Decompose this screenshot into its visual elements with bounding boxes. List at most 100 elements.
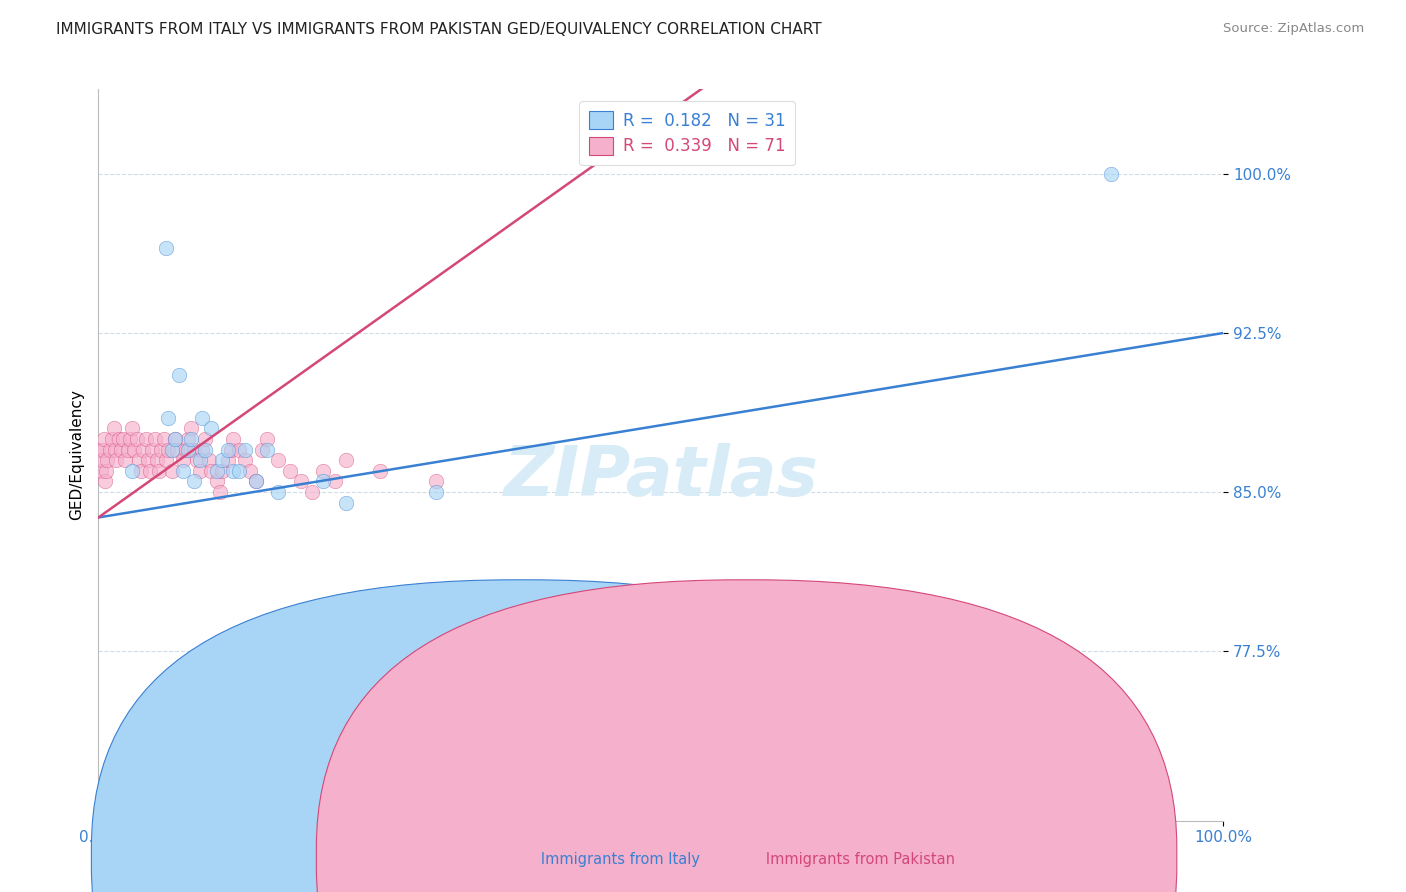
Point xyxy=(160,464,183,478)
Point xyxy=(121,464,143,478)
Point xyxy=(143,432,166,446)
Point xyxy=(163,432,186,446)
Point xyxy=(157,442,180,457)
Point xyxy=(205,475,228,489)
Legend: R =  0.182   N = 31, R =  0.339   N = 71: R = 0.182 N = 31, R = 0.339 N = 71 xyxy=(579,101,796,165)
Point xyxy=(128,453,150,467)
Point xyxy=(135,432,157,446)
Point xyxy=(256,442,278,457)
Point xyxy=(278,464,301,478)
Point xyxy=(107,432,129,446)
Point xyxy=(183,442,205,457)
Point xyxy=(157,410,180,425)
Point xyxy=(222,464,245,478)
Point xyxy=(90,464,112,478)
Point xyxy=(152,432,174,446)
Point xyxy=(155,453,177,467)
Point xyxy=(104,442,127,457)
Point xyxy=(194,442,217,457)
Point xyxy=(93,432,115,446)
Text: ZIPatlas: ZIPatlas xyxy=(503,443,818,510)
Point xyxy=(217,442,239,457)
Point xyxy=(256,432,278,446)
Point xyxy=(87,442,110,457)
Point xyxy=(368,464,391,478)
Point xyxy=(515,633,537,648)
Point xyxy=(191,442,214,457)
Point xyxy=(197,453,219,467)
Point xyxy=(312,464,335,478)
Point xyxy=(150,442,173,457)
Point xyxy=(186,453,208,467)
Point xyxy=(222,432,245,446)
Point xyxy=(250,442,273,457)
Point xyxy=(425,485,447,500)
Point xyxy=(146,453,169,467)
Point xyxy=(205,464,228,478)
Point xyxy=(191,410,214,425)
Point xyxy=(228,464,250,478)
Point xyxy=(174,442,197,457)
Text: IMMIGRANTS FROM ITALY VS IMMIGRANTS FROM PAKISTAN GED/EQUIVALENCY CORRELATION CH: IMMIGRANTS FROM ITALY VS IMMIGRANTS FROM… xyxy=(56,22,823,37)
Point xyxy=(180,421,202,435)
Point xyxy=(124,442,146,457)
Point xyxy=(132,442,155,457)
Point xyxy=(217,453,239,467)
Point xyxy=(141,442,163,457)
Point xyxy=(114,453,136,467)
Point xyxy=(560,633,582,648)
Point xyxy=(233,453,256,467)
Point xyxy=(177,442,200,457)
Point xyxy=(267,485,290,500)
Point xyxy=(481,633,503,648)
Point xyxy=(172,453,194,467)
Point xyxy=(194,432,217,446)
Point xyxy=(335,495,357,509)
Point xyxy=(155,241,177,255)
Point xyxy=(177,432,200,446)
Point xyxy=(290,475,312,489)
Point xyxy=(211,453,233,467)
Point xyxy=(200,421,222,435)
Point xyxy=(335,453,357,467)
Point xyxy=(129,464,152,478)
Point xyxy=(245,475,267,489)
Point xyxy=(188,464,211,478)
Point xyxy=(228,442,250,457)
Point xyxy=(312,475,335,489)
Point xyxy=(425,475,447,489)
Point xyxy=(160,442,183,457)
Y-axis label: GED/Equivalency: GED/Equivalency xyxy=(69,390,84,520)
Point xyxy=(94,475,117,489)
Point xyxy=(323,475,346,489)
Point xyxy=(267,453,290,467)
Point xyxy=(166,442,188,457)
Text: Immigrants from Pakistan: Immigrants from Pakistan xyxy=(752,852,955,867)
Point xyxy=(148,464,170,478)
Point xyxy=(163,432,186,446)
Point xyxy=(233,442,256,457)
Point xyxy=(180,432,202,446)
Point xyxy=(139,464,162,478)
Point xyxy=(219,442,242,457)
Point xyxy=(101,432,124,446)
Point xyxy=(169,368,191,383)
Text: Immigrants from Italy: Immigrants from Italy xyxy=(527,852,700,867)
Point xyxy=(136,453,159,467)
Point xyxy=(98,442,121,457)
Point xyxy=(90,453,112,467)
Point xyxy=(301,485,323,500)
Point xyxy=(172,464,194,478)
Point xyxy=(239,464,262,478)
Point xyxy=(103,421,125,435)
Point xyxy=(118,432,141,446)
Point xyxy=(200,464,222,478)
Point xyxy=(96,453,118,467)
Point xyxy=(1099,167,1122,181)
Point xyxy=(245,475,267,489)
Point xyxy=(91,442,114,457)
Point xyxy=(211,464,233,478)
Point xyxy=(125,432,148,446)
Point xyxy=(96,464,118,478)
Point xyxy=(208,485,231,500)
